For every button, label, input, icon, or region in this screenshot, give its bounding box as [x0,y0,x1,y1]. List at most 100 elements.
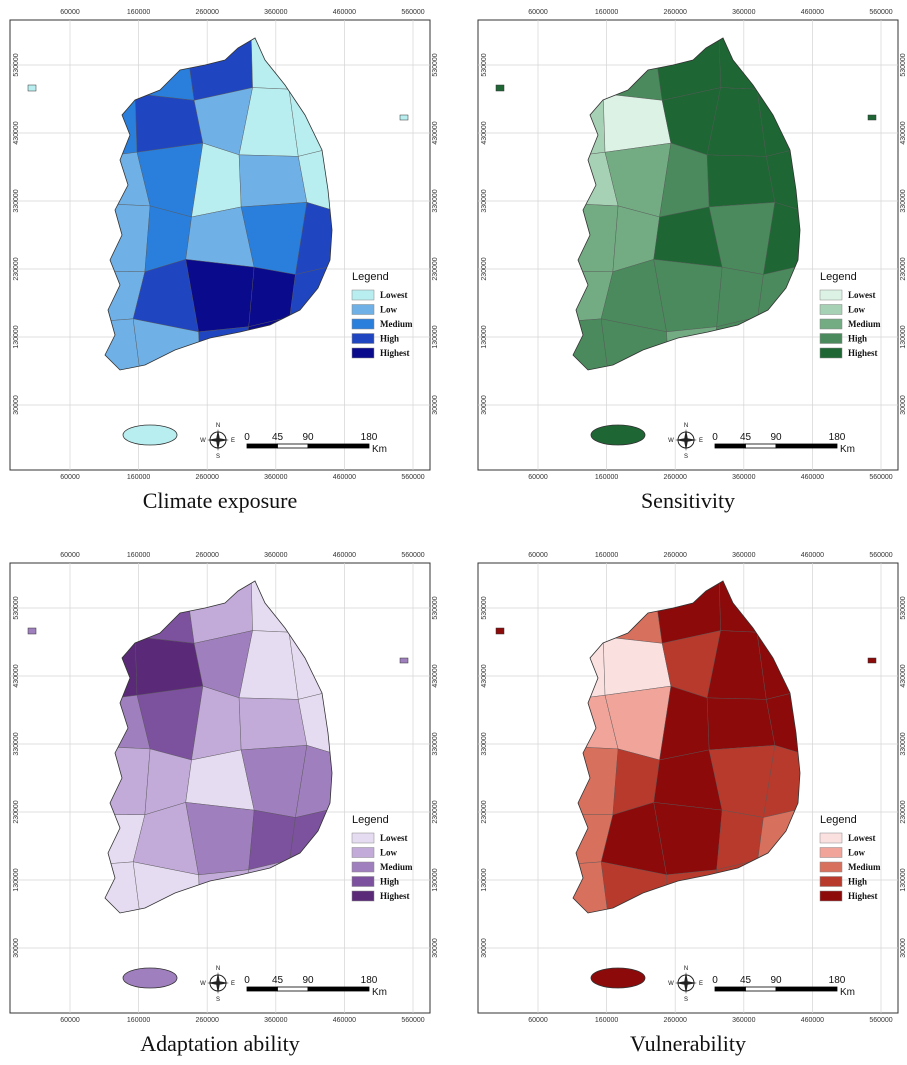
coastline [572,37,801,371]
x-tick-label: 160000 [127,9,150,16]
legend-swatch [819,333,843,344]
y-tick-label: 530000 [432,53,439,76]
scale-label: 0 [712,975,718,986]
legend-label: High [380,877,399,887]
x-tick-label: 160000 [595,552,618,559]
x-tick-label: 160000 [127,552,150,559]
x-tick-label: 560000 [869,474,892,481]
y-tick-label: 130000 [432,868,439,891]
compass-e: E [231,981,235,987]
district-region [298,143,332,216]
y-tick-label: 530000 [481,53,488,76]
y-tick-label: 30000 [900,395,907,415]
y-tick-label: 530000 [13,596,20,619]
y-tick-label: 230000 [481,800,488,823]
y-tick-label: 130000 [432,325,439,348]
y-tick-label: 130000 [13,325,20,348]
x-tick-label: 460000 [333,1017,356,1024]
legend-label: Medium [848,319,881,329]
legend-swatch [351,289,375,301]
scale-segment [277,986,309,992]
x-tick-label: 560000 [869,1017,892,1024]
x-tick-label: 460000 [801,1017,824,1024]
scale-segment [277,443,309,449]
legend-label: Lowest [848,290,876,300]
panel-caption: Sensitivity [641,488,735,513]
y-tick-label: 330000 [432,189,439,212]
compass-s: S [216,997,220,1003]
scale-label: 45 [740,975,752,986]
district-region [706,154,776,208]
y-tick-label: 330000 [481,189,488,212]
x-tick-label: 260000 [664,9,687,16]
y-tick-label: 330000 [900,732,907,755]
map-panel: 60000 60000 160000 160000 260000 260000 360000… [9,9,439,513]
x-tick-label: 360000 [732,1017,755,1024]
x-tick-label: 60000 [60,552,80,559]
x-tick-label: 360000 [264,552,287,559]
map-panel: 60000 60000 160000 160000 260000 260000 360000… [477,552,907,1056]
map-panel: 60000 60000 160000 160000 260000 260000 360000… [9,552,439,1056]
y-tick-label: 30000 [900,938,907,958]
scale-segment [714,986,746,992]
scale-label: 90 [770,975,782,986]
coastline [572,580,801,914]
district-region [105,318,142,370]
y-tick-label: 130000 [900,868,907,891]
x-tick-label: 360000 [264,474,287,481]
island [867,114,877,121]
scale-segment [246,986,278,992]
district-region [766,143,800,216]
compass-needle [675,972,697,994]
compass-n: N [216,423,220,429]
scale-unit: Km [372,444,387,455]
x-tick-label: 560000 [401,1017,424,1024]
y-tick-label: 430000 [432,664,439,687]
island [399,657,409,664]
compass-s: S [684,454,688,460]
y-tick-label: 230000 [432,800,439,823]
legend-title: Legend [352,271,389,283]
legend-title: Legend [820,814,857,826]
y-tick-label: 130000 [481,325,488,348]
y-tick-label: 30000 [432,395,439,415]
panel-caption: Climate exposure [143,488,298,513]
scale-label: 90 [302,975,314,986]
legend-label: Low [848,848,866,858]
scale-unit: Km [840,987,855,998]
compass-e: E [699,981,703,987]
island [495,627,505,635]
legend-label: Highest [380,348,410,358]
y-tick-label: 230000 [900,257,907,280]
compass-s: S [216,454,220,460]
x-tick-label: 460000 [333,9,356,16]
x-tick-label: 160000 [127,474,150,481]
coastline [104,580,333,914]
x-tick-label: 260000 [196,1017,219,1024]
legend-swatch [351,876,375,887]
compass-needle [207,429,229,451]
island [495,84,505,92]
legend-label: High [848,334,867,344]
y-tick-label: 330000 [432,732,439,755]
legend-swatch [819,304,843,315]
x-tick-label: 60000 [528,552,548,559]
legend-label: Low [848,305,866,315]
compass-e: E [231,438,235,444]
y-tick-label: 530000 [481,596,488,619]
scale-label: 180 [361,432,378,443]
scale-label: 45 [272,432,284,443]
scale-segment [307,443,370,449]
compass-n: N [684,966,688,972]
legend-swatch [819,847,843,858]
y-tick-label: 430000 [432,121,439,144]
y-tick-label: 330000 [900,189,907,212]
jeju-island [122,424,178,446]
x-tick-label: 160000 [595,1017,618,1024]
scale-segment [714,443,746,449]
district-region [298,686,332,759]
district-region [238,697,308,751]
district-region [105,861,142,913]
island [27,627,37,635]
